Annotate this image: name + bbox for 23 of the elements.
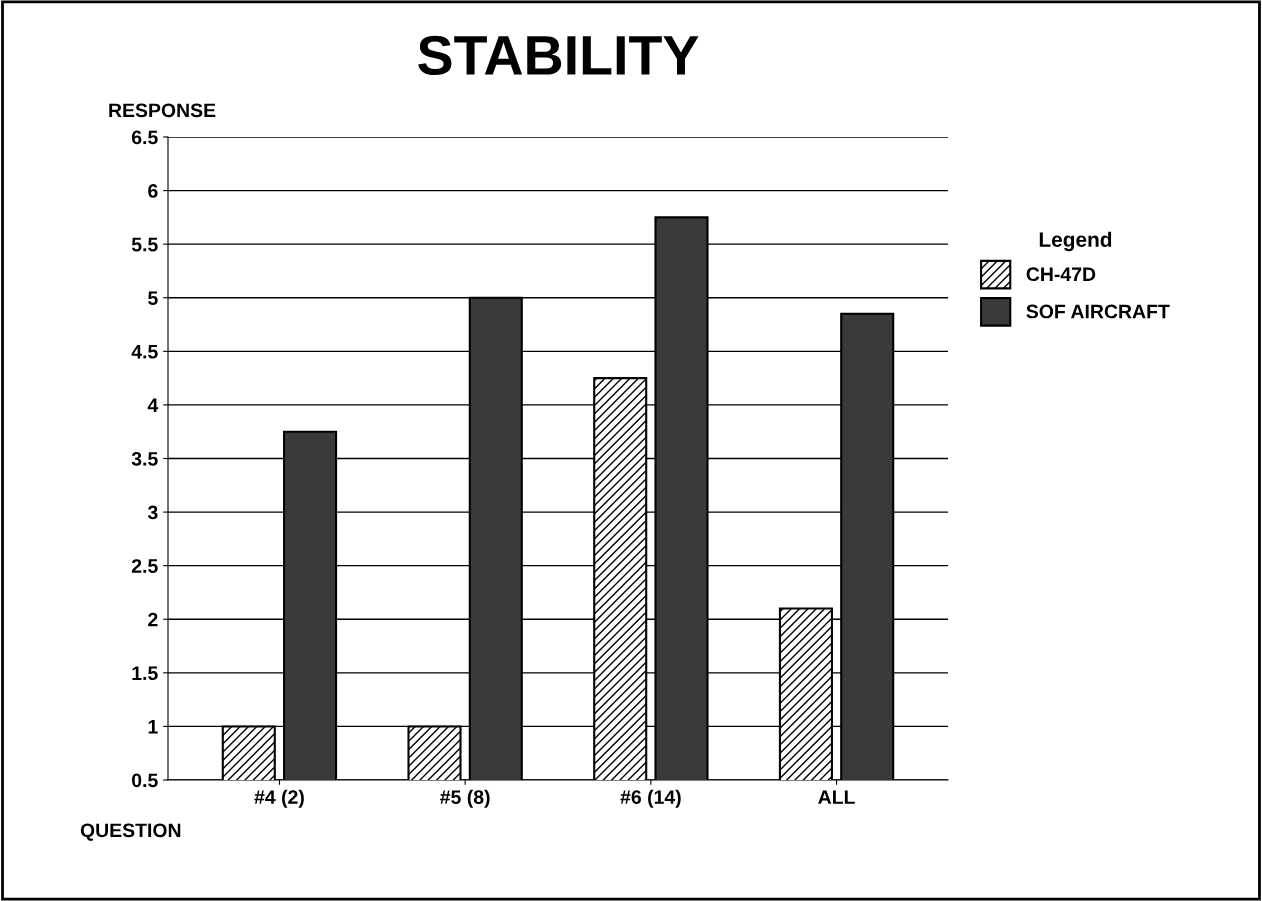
y-tick-label: 3.5 [131, 451, 158, 466]
x-tick-label: #6 (14) [620, 789, 681, 808]
y-tick-label: 5 [148, 291, 158, 305]
y-tick-label: 4.5 [131, 345, 158, 359]
y-tick-label: 2 [148, 612, 158, 627]
legend-label: CH-47D [1026, 267, 1096, 282]
y-tick-label: 4 [147, 398, 159, 412]
y-tick-label: 5.5 [131, 237, 158, 252]
y-tick-label: 1.5 [132, 666, 158, 681]
y-tick-label: 6.5 [131, 130, 158, 145]
legend-label: SOF AIRCRAFT [1026, 304, 1170, 319]
legend-title: Legend [1039, 231, 1112, 252]
y-tick-label: 3 [147, 505, 158, 520]
y-tick-label: 0.5 [132, 773, 158, 788]
y-tick-label: 6 [148, 184, 158, 198]
x-tick-label: ALL [818, 790, 855, 804]
y-tick-label: 2.5 [131, 559, 158, 573]
x-axis-title: QUESTION [80, 823, 181, 841]
chart-title: STABILITY [418, 35, 699, 76]
y-tick-label: 1 [148, 720, 158, 734]
x-tick-label: #4 (2) [254, 789, 304, 808]
x-tick-label: #5 (8) [440, 789, 490, 808]
y-axis-title: RESPONSE [109, 103, 216, 118]
